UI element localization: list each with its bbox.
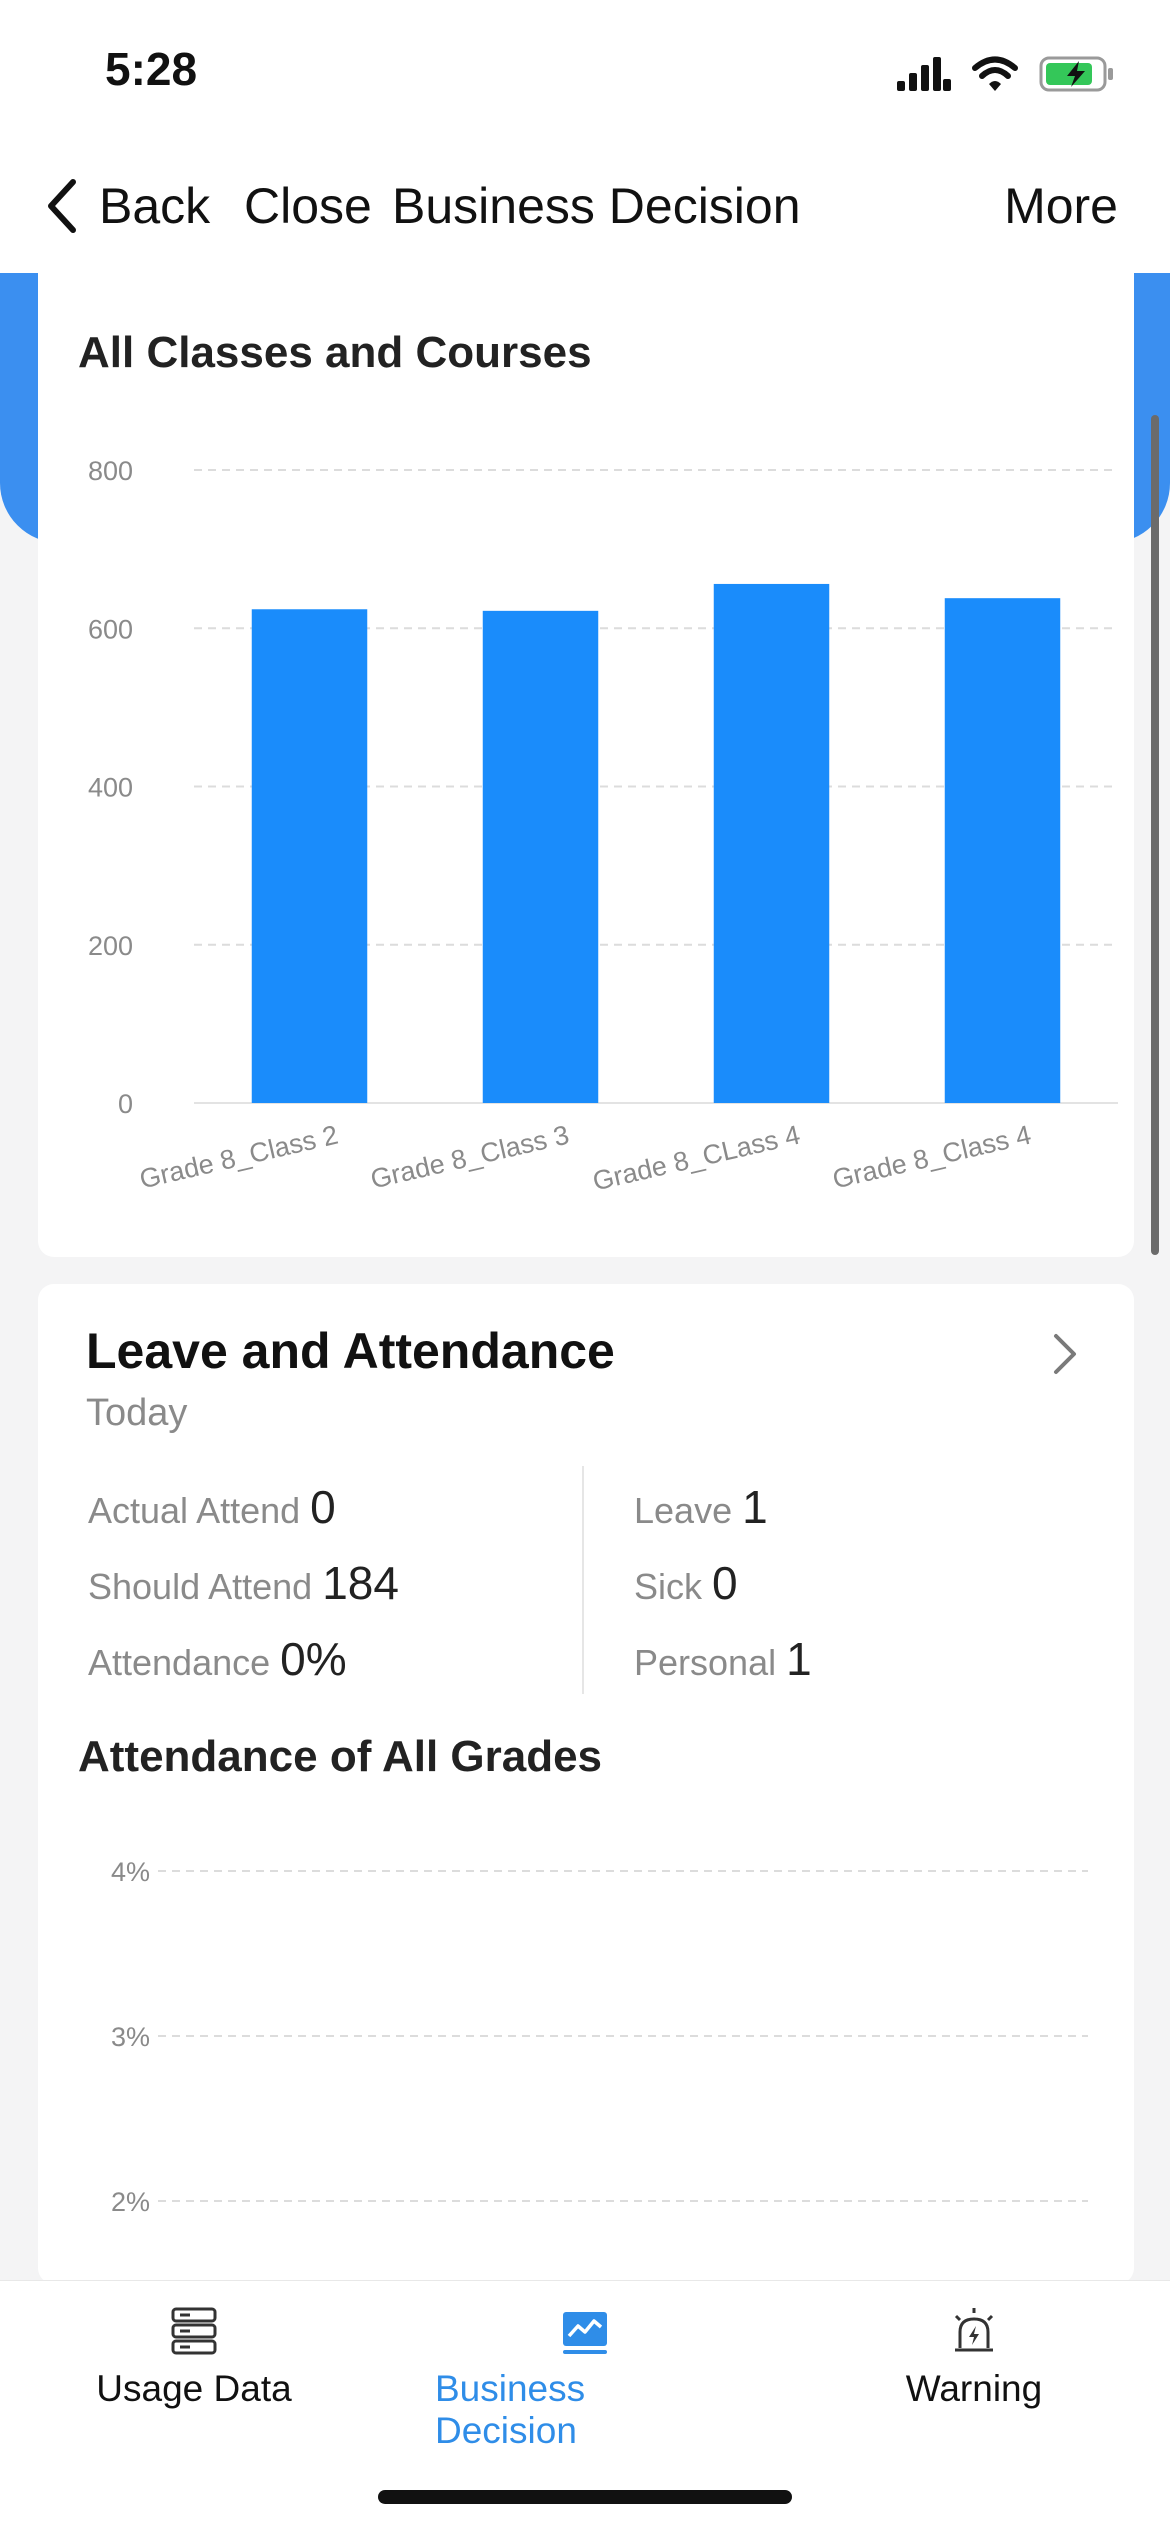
- tab-label: Usage Data: [96, 2368, 292, 2409]
- stat-attendance-rate: Attendance 0%: [88, 1632, 347, 1686]
- y-tick-label: 800: [88, 456, 133, 486]
- scrollbar[interactable]: [1151, 415, 1159, 1255]
- stat-sick: Sick 0: [634, 1556, 738, 1610]
- tab-label: Business Decision: [435, 2368, 586, 2451]
- stat-value: 1: [786, 1633, 812, 1685]
- stats-divider: [582, 1466, 584, 1694]
- tab-usage-data[interactable]: Usage Data: [44, 2306, 344, 2410]
- stat-value: 1: [742, 1481, 768, 1533]
- more-button[interactable]: More: [1004, 178, 1118, 234]
- alarm-icon: [954, 2308, 994, 2352]
- classes-courses-card: All Classes and Courses 0 200 400 600 800 Gra…: [38, 273, 1134, 1257]
- stat-label: Leave: [634, 1490, 733, 1531]
- status-bar: 5:28: [0, 0, 1170, 140]
- back-label: Back: [99, 178, 211, 234]
- stat-value: 0: [310, 1481, 336, 1533]
- stat-label: Should Attend: [88, 1566, 313, 1607]
- chevron-left-icon: [48, 179, 76, 233]
- close-button[interactable]: Close: [244, 178, 372, 234]
- chevron-right-icon[interactable]: [1052, 1332, 1078, 1381]
- chart-icon: [563, 2312, 607, 2354]
- stat-personal: Personal 1: [634, 1632, 812, 1686]
- stat-label: Sick: [634, 1566, 703, 1607]
- tab-label: Warning: [905, 2368, 1043, 2409]
- wifi-icon: [972, 56, 1018, 91]
- grades-attendance-chart: 2% 3% 4%: [111, 1857, 1088, 2217]
- status-time: 5:28: [105, 43, 198, 95]
- x-tick-label: Grade 8_Class 2: [137, 1120, 341, 1195]
- stat-leave: Leave 1: [634, 1480, 768, 1534]
- stat-actual-attend: Actual Attend 0: [88, 1480, 336, 1534]
- grades-chart-title: Attendance of All Grades: [78, 1732, 603, 1781]
- stat-label: Actual Attend: [88, 1490, 301, 1531]
- y-tick-label: 400: [88, 773, 133, 803]
- tab-business-decision[interactable]: Business Decision: [435, 2306, 735, 2452]
- server-icon: [171, 2307, 217, 2355]
- stat-label: Personal: [634, 1642, 777, 1683]
- leave-attendance-title: Leave and Attendance: [86, 1323, 615, 1379]
- bar: [482, 610, 599, 1103]
- signal-icon: [897, 57, 951, 91]
- bar: [713, 583, 830, 1103]
- leave-attendance-card: Leave and Attendance Today Actual Attend…: [38, 1284, 1134, 2284]
- nav-bar: Back Close Business Decision More: [0, 140, 1170, 273]
- status-icons: [897, 50, 1115, 98]
- y-tick-label: 600: [88, 614, 133, 644]
- x-tick-label: Grade 8_CLass 4: [590, 1120, 803, 1197]
- stat-value: 0%: [280, 1633, 347, 1685]
- home-indicator: [378, 2490, 792, 2504]
- x-tick-label: Grade 8_Class 4: [830, 1120, 1034, 1195]
- battery-icon: [1039, 56, 1113, 92]
- stat-value: 0: [712, 1557, 738, 1609]
- tab-warning[interactable]: Warning: [824, 2306, 1124, 2410]
- x-tick-label: Grade 8_Class 3: [368, 1120, 572, 1195]
- bar: [944, 598, 1061, 1103]
- y-tick-label: 4%: [111, 1857, 150, 1887]
- classes-bar-chart: 0 200 400 600 800 Grade 8_Class 2 Grade 8_Clas…: [88, 456, 1118, 1197]
- stat-should-attend: Should Attend 184: [88, 1556, 399, 1610]
- stat-label: Attendance: [88, 1642, 271, 1683]
- leave-attendance-subtitle: Today: [86, 1392, 188, 1434]
- y-tick-label: 3%: [111, 2022, 150, 2052]
- back-button[interactable]: Back: [45, 176, 210, 236]
- page-title: Business Decision: [392, 178, 801, 234]
- y-tick-label: 2%: [111, 2187, 150, 2217]
- bar: [251, 609, 368, 1103]
- classes-chart-title: All Classes and Courses: [78, 328, 592, 377]
- stat-value: 184: [322, 1557, 399, 1609]
- y-tick-label: 200: [88, 931, 133, 961]
- y-tick-label: 0: [118, 1089, 133, 1119]
